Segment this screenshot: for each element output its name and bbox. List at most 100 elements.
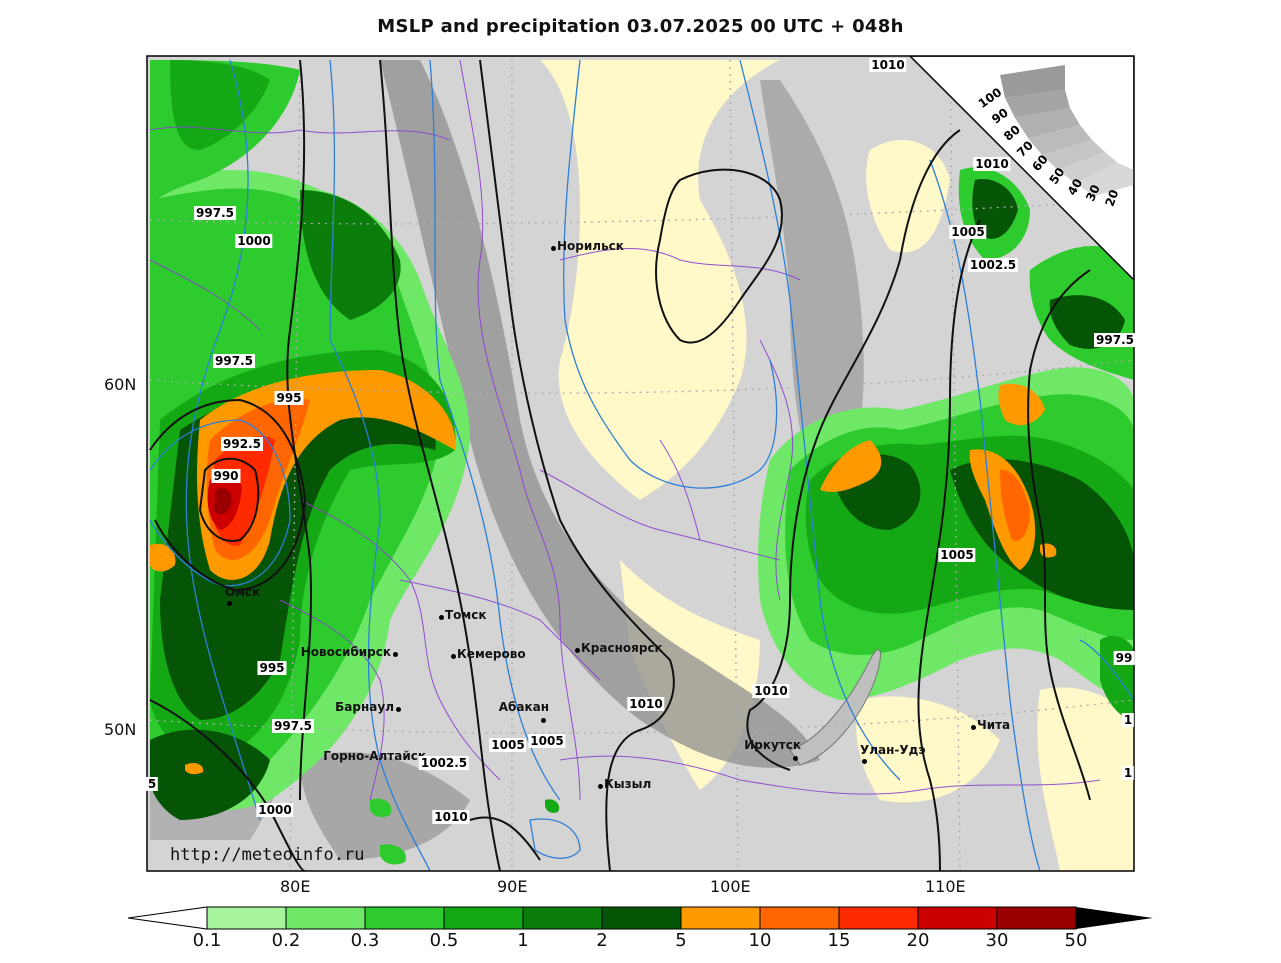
colorbar-segment [206,906,287,930]
city-label: Норильск [557,239,624,253]
city-label: Кызыл [604,777,652,791]
clear-zone [540,60,780,500]
precip-area [972,179,1018,239]
colorbar-segment [996,906,1077,930]
city-dot [395,706,401,712]
cloud-band [760,80,864,520]
colorbar-segment [759,906,840,930]
colorbar-tick-label: 50 [1064,930,1088,951]
city-label: Горно-Алтайск [323,749,426,763]
lon-label-80e: 80E [280,877,311,896]
city-label: Барнаул [335,700,394,714]
colorbar-segment [680,906,761,930]
city-dot [226,600,232,606]
isobar-label: 1000 [235,234,273,248]
colorbar-tick-label: 30 [985,930,1009,951]
city-label: Абакан [498,700,549,714]
lon-label-110e: 110E [925,877,966,896]
admin-borders [149,59,1101,801]
isobar-label: 995 [274,391,304,405]
isobar-label: 997.5 [194,206,236,220]
credit-url[interactable]: http://meteoinfo.ru [170,845,365,865]
colorbar-tick-label: 0.1 [192,930,222,951]
precip-area [545,799,560,813]
precip-area [370,798,392,818]
city-label: Кемерово [457,647,526,661]
isobar-label: 1005 [489,738,527,752]
isobar-label: 992.5 [221,437,263,451]
lat-label-60n: 60N [104,375,137,394]
city-dot [392,651,398,657]
isobar-label: 1010 [869,58,907,72]
isobar-label: 5 [145,777,159,791]
precip-area [820,440,882,492]
colorbar-segment [443,906,524,930]
isobar-label: 99 [1113,651,1135,665]
city-dot [540,717,546,723]
city-dot [574,647,580,653]
city-dot [861,758,867,764]
city-label: Иркутск [744,738,801,752]
precip-area [300,190,401,320]
city-label: Новосибирск [300,645,391,659]
colorbar-segment [917,906,998,930]
map-title: MSLP and precipitation 03.07.2025 00 UTC… [377,16,904,37]
isobar-label: 1005 [938,548,976,562]
colorbar-min-arrow [127,906,208,930]
city-label: Чита [977,718,1011,732]
city-label: Томск [445,608,487,622]
colorbar-max-arrow [1076,907,1153,929]
colorbar-segment [601,906,682,930]
city-dot [792,755,798,761]
isobar-label: 1005 [949,225,987,239]
map-frame [146,55,1135,872]
isobar-label: 1002.5 [967,258,1019,272]
isobar-label: 1 [1121,766,1135,780]
isobar-label: 995 [257,661,287,675]
isobar-label: 990 [211,469,241,483]
precip-area [150,729,270,820]
precip-area [150,543,176,572]
colorbar-tick-label: 5 [675,930,687,951]
clear-zone [1037,687,1134,871]
city-dot [438,614,444,620]
colorbar-tick-label: 1 [517,930,529,951]
colorbar-tick-label: 10 [748,930,772,951]
isobar-label: 997.5 [272,719,314,733]
city-dot [550,245,556,251]
lon-label-100e: 100E [710,877,751,896]
lon-label-90e: 90E [497,877,528,896]
clear-zone [856,696,1000,803]
lat-label-50n: 50N [104,720,137,739]
thick-isobars [149,59,1091,871]
isobar-label: 997.5 [1094,333,1136,347]
precip-area [185,762,204,775]
colorbar-tick-label: 2 [596,930,608,951]
isobar-label: 1010 [973,157,1011,171]
colorbar-tick-label: 0.3 [350,930,380,951]
city-dot [450,653,456,659]
colorbar-tick-label: 15 [827,930,851,951]
isobar-label: 1005 [528,734,566,748]
isobar-label: 1010 [432,810,470,824]
precip-area [214,488,232,515]
colorbar-segment [838,906,919,930]
isobar-label: 997.5 [213,354,255,368]
colorbar-tick-label: 20 [906,930,930,951]
colorbar-tick-label: 0.2 [271,930,301,951]
colorbar-tick-label: 0.5 [429,930,459,951]
lake-baikal [789,649,881,766]
precip-area [998,383,1045,426]
cloud-scale-fan [1000,65,1134,196]
thin-isobars [149,59,1134,871]
map-layers [147,56,1134,871]
city-label: Красноярск [581,641,663,655]
precip-area [1000,469,1030,541]
colorbar-segment [522,906,603,930]
cloud-scale-panel [908,56,1134,282]
city-label: Омск [225,585,261,599]
precip-colorbar [127,906,1153,930]
precip-area [380,844,406,865]
isobar-label: 1 [1121,713,1135,727]
